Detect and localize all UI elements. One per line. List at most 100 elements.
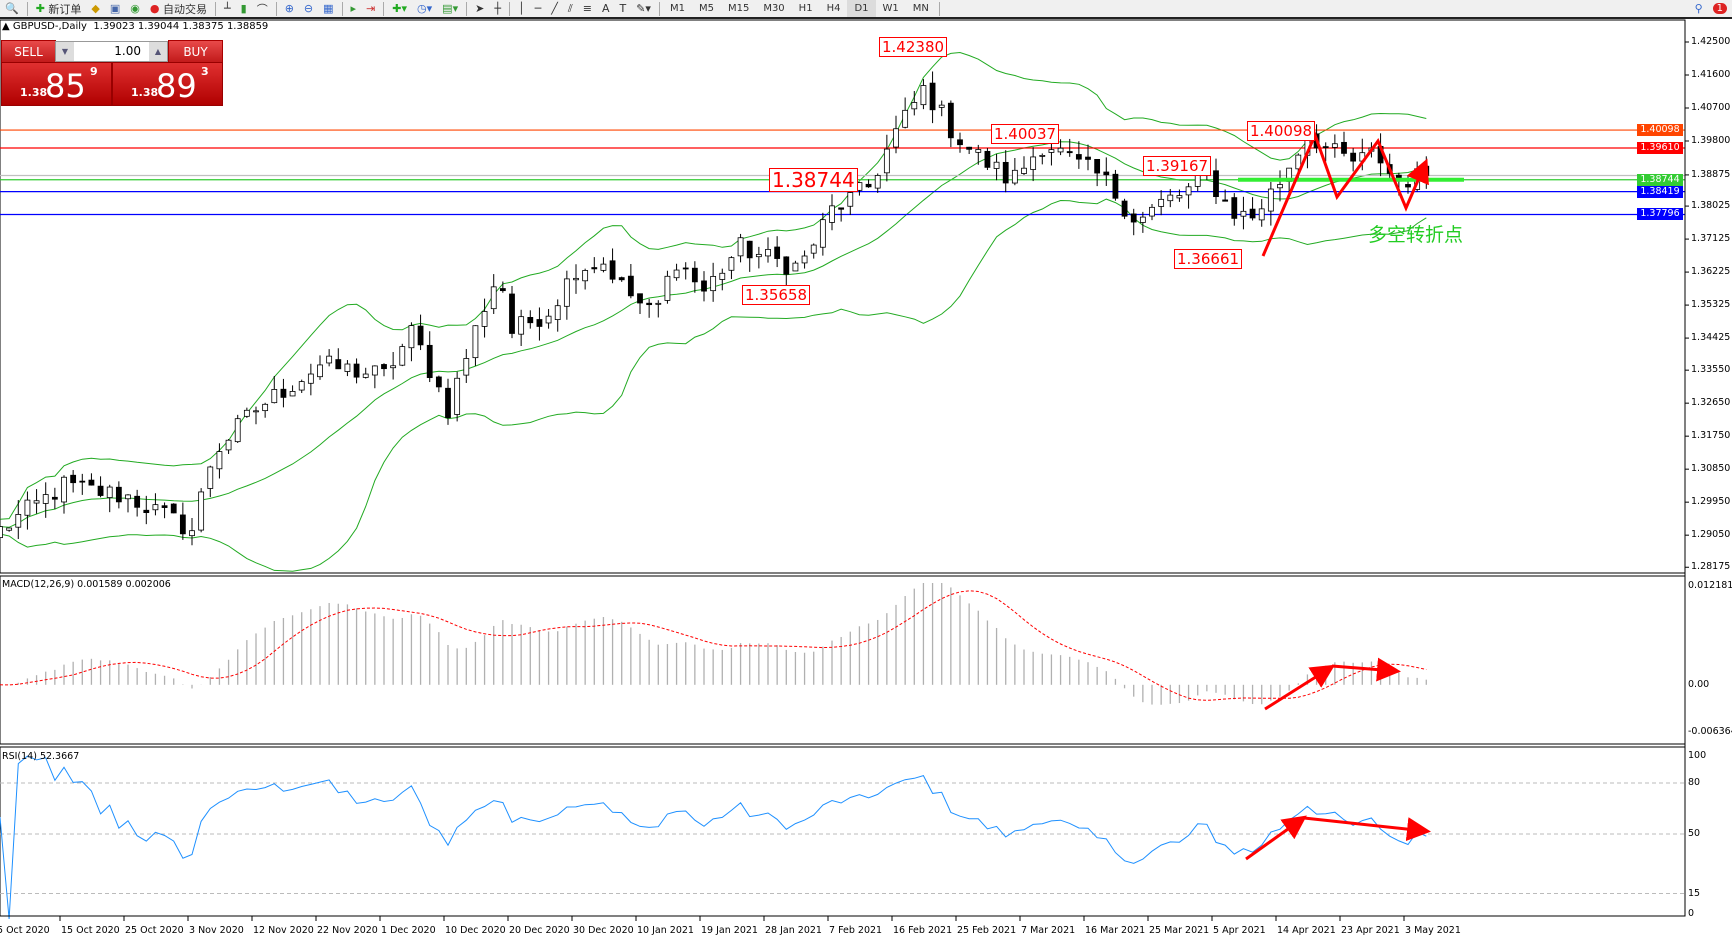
bearish-candle (51, 496, 58, 500)
timeframe-w1[interactable]: W1 (882, 3, 899, 14)
text-label-icon[interactable]: T (619, 2, 627, 15)
candlestick-icon[interactable]: ▮ (240, 2, 247, 15)
timeframe-m1[interactable]: M1 (669, 3, 685, 14)
macd-tick-label: 0.00 (1688, 678, 1710, 690)
notification-badge[interactable]: 1 (1708, 0, 1732, 17)
timeframe-m15[interactable]: M15 (727, 3, 750, 14)
bearish-candle (682, 267, 689, 270)
lot-size-input[interactable]: ▼ 1.00 ▲ (55, 41, 168, 62)
arrows-icon[interactable]: ✎▾ (636, 2, 651, 15)
symbol-label: GBPUSD-,Daily (12, 21, 87, 32)
bar-chart-icon[interactable]: ┴ (224, 2, 231, 15)
terminal-icon[interactable]: ▣ (109, 2, 121, 15)
bearish-candle (499, 288, 506, 292)
price-tick-label: 1.38025 (1691, 200, 1731, 212)
timeframe-m5[interactable]: M5 (698, 3, 714, 14)
rsi-tick-label: 100 (1688, 750, 1707, 761)
crosshair-icon[interactable]: ┼ (494, 2, 501, 15)
search-icon[interactable]: ⚲ (1694, 2, 1703, 15)
bearish-candle (691, 267, 698, 283)
macd-up-arrow (1264, 664, 1336, 711)
timeframe-mn[interactable]: MN (912, 3, 929, 14)
price-tick-label: 1.33550 (1691, 364, 1731, 376)
price-annotation-low[interactable]: 1.35658 (742, 285, 811, 305)
new-order-button[interactable]: ✚ 新订单 (35, 2, 82, 16)
bullish-candle (920, 85, 927, 106)
vertical-line-icon[interactable]: │ (517, 2, 525, 15)
sell-button[interactable]: SELL (1, 40, 56, 64)
rsi-panel-frame (0, 746, 1686, 917)
cursor-icon[interactable]: ➤ (475, 2, 485, 15)
bullish-candle (1167, 194, 1174, 202)
bullish-candle (1149, 206, 1155, 217)
date-tick-label: 23 Apr 2021 (1341, 925, 1400, 936)
date-tick-label: 10 Jan 2021 (637, 925, 694, 936)
chart-shift-icon[interactable]: ⇥ (366, 2, 376, 15)
fibonacci-icon[interactable]: ≡ (582, 2, 592, 15)
tile-windows-icon[interactable]: ▦ (323, 2, 334, 15)
bullish-candle (207, 466, 214, 489)
zoom-out-icon[interactable]: ⊖ (303, 2, 314, 15)
periods-icon[interactable]: ◷▾ (417, 2, 433, 15)
price-annotation-low[interactable]: 1.36661 (1174, 249, 1243, 269)
autoscroll-icon[interactable]: ▸ (350, 2, 357, 15)
price-tick-label: 1.35325 (1691, 299, 1731, 311)
price-annotation[interactable]: 1.40037 (991, 124, 1060, 144)
bearish-candle (509, 293, 515, 334)
date-tick-label: 10 Dec 2020 (445, 925, 506, 936)
zoom-in-icon[interactable]: ⊕ (284, 2, 294, 15)
indicators-icon[interactable]: ✚▾ (392, 2, 408, 15)
bullish-candle (307, 373, 314, 384)
price-tick-label: 1.39800 (1691, 135, 1731, 146)
bullish-candle (1021, 167, 1027, 174)
bearish-candle (170, 503, 177, 514)
bullish-candle (518, 316, 525, 335)
auto-trading-button[interactable]: ● 自动交易 (149, 2, 208, 16)
metaeditor-icon[interactable]: ◆ (91, 2, 100, 15)
bearish-candle (70, 474, 77, 484)
lot-increase-button[interactable]: ▲ (149, 42, 167, 61)
bearish-candle (984, 150, 991, 168)
price-annotation[interactable]: 1.40098 (1247, 121, 1316, 141)
zoom-window-icon[interactable]: 🔍 (5, 2, 19, 15)
bullish-candle (554, 305, 561, 321)
date-tick-label: 19 Jan 2021 (701, 925, 758, 936)
bearish-candle (1121, 200, 1128, 217)
bearish-candle (417, 325, 424, 346)
templates-icon[interactable]: ▤▾ (442, 2, 459, 15)
bearish-candle (783, 256, 790, 275)
bid-price-button[interactable]: 1.38 85 9 (1, 62, 112, 106)
price-annotation-high[interactable]: 1.42380 (879, 37, 948, 57)
timeframe-m30[interactable]: M30 (763, 3, 785, 14)
bullish-candle (573, 277, 579, 281)
toolbar: 🔍 ✚ 新订单 ◆ ▣ ◉ ● 自动交易 ┴ ▮ ⌒ ⊕ ⊖ ▦ ▸ ⇥ ✚▾ … (0, 0, 1732, 19)
equidistant-channel-icon[interactable]: ⫽ (567, 1, 573, 15)
lot-decrease-button[interactable]: ▼ (56, 42, 74, 61)
ask-price-button[interactable]: 1.38 89 3 (112, 62, 223, 106)
bearish-candle (1103, 171, 1110, 176)
line-chart-icon[interactable]: ⌒ (256, 2, 268, 16)
bearish-candle (353, 363, 360, 378)
bearish-candle (1085, 156, 1091, 160)
signals-icon[interactable]: ◉ (130, 2, 140, 15)
date-tick-label: 5 Oct 2020 (0, 925, 50, 936)
date-tick-label: 20 Dec 2020 (509, 925, 570, 936)
macd-tick-label: -0.006364 (1688, 726, 1732, 737)
rsi-tick-label: 15 (1688, 887, 1701, 899)
price-annotation-key[interactable]: 1.38744 (769, 168, 858, 192)
date-tick-label: 7 Mar 2021 (1021, 925, 1076, 936)
bearish-candle (115, 486, 122, 503)
bullish-candle (1295, 154, 1302, 170)
price-annotation[interactable]: 1.39167 (1143, 156, 1212, 176)
timeframe-d1[interactable]: D1 (847, 0, 876, 17)
trendline-icon[interactable]: ╱ (551, 2, 558, 15)
bullish-candle (737, 237, 744, 257)
bullish-candle (1277, 184, 1283, 189)
text-icon[interactable]: A (601, 2, 610, 15)
buy-button[interactable]: BUY (168, 40, 223, 64)
timeframe-h1[interactable]: H1 (798, 3, 813, 14)
timeframe-h4[interactable]: H4 (826, 3, 841, 14)
plus-icon: ✚ (35, 2, 45, 15)
horizontal-line-icon[interactable]: ─ (534, 2, 542, 15)
